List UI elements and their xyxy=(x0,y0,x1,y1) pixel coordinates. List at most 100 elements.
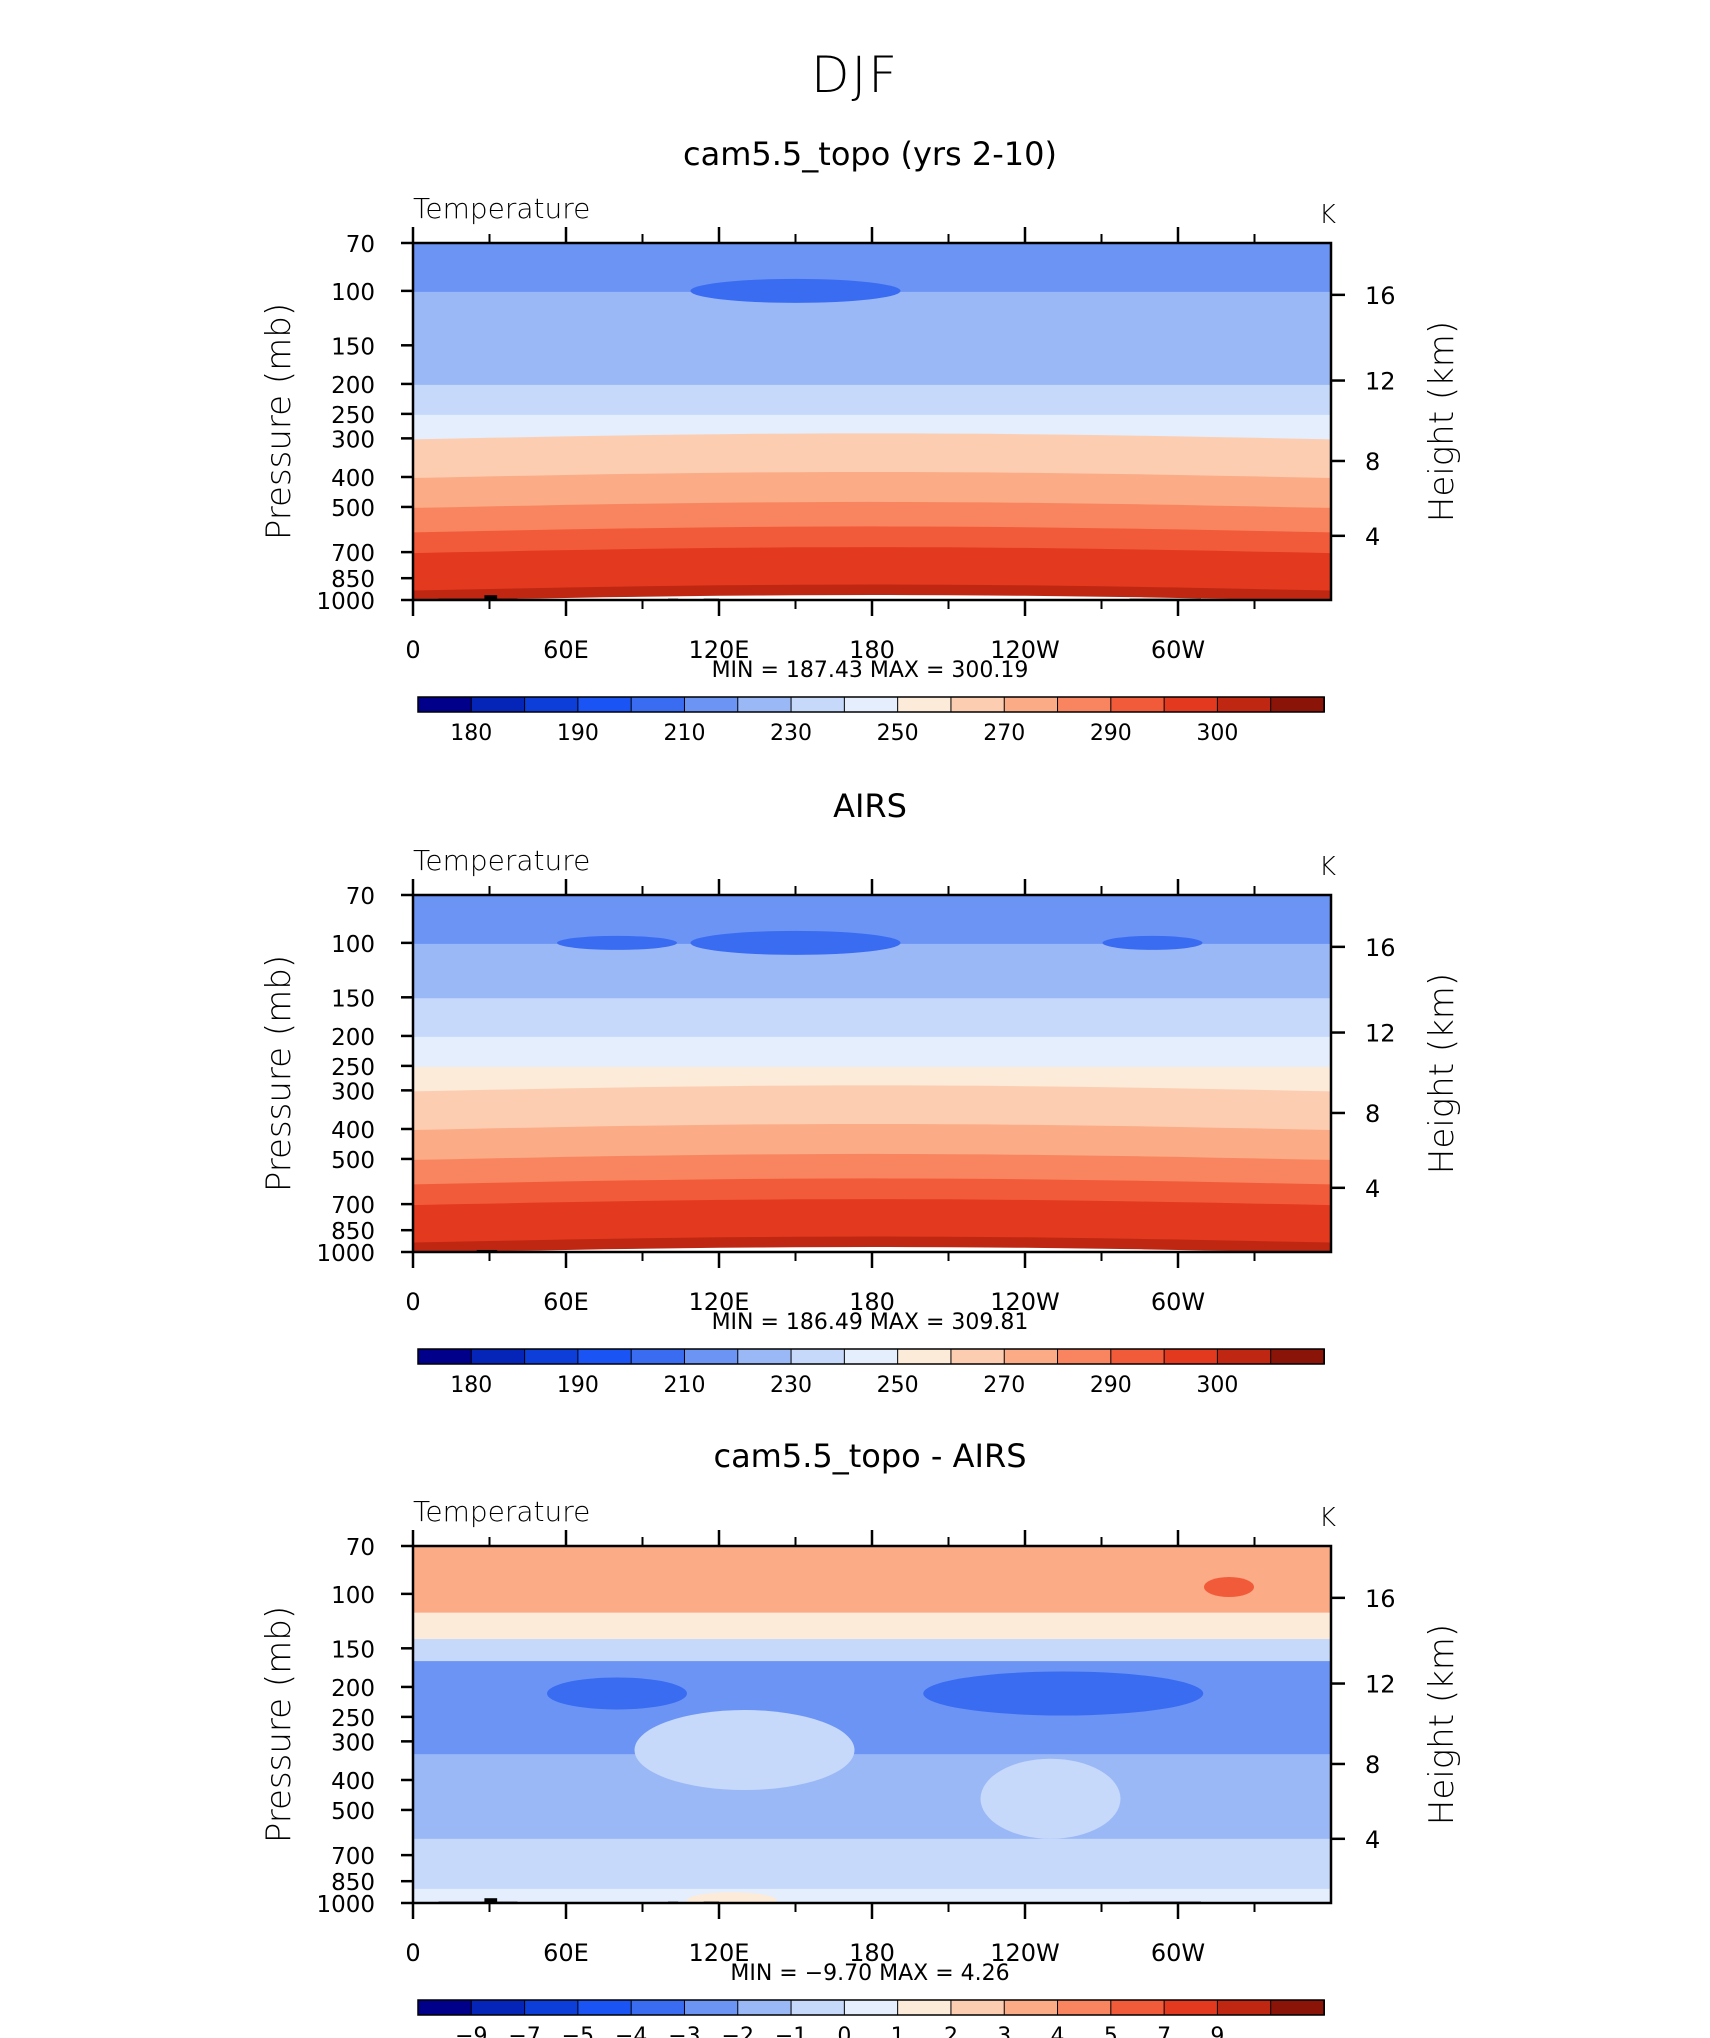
x-tick-label: 60E xyxy=(543,1288,589,1316)
contour-band xyxy=(413,1084,1331,1130)
y-tick-label: 1000 xyxy=(316,1241,375,1267)
colorbar-label: 2 xyxy=(944,2024,958,2038)
colorbar-label: 190 xyxy=(557,1373,599,1398)
colorbar-swatch xyxy=(470,1999,526,2016)
colorbar-label: −3 xyxy=(668,2024,700,2038)
contour-band xyxy=(413,383,1331,415)
colorbar-swatch xyxy=(1163,1348,1219,1365)
colorbar-swatch xyxy=(1110,1348,1166,1365)
contour-band xyxy=(413,432,1331,478)
contour-band xyxy=(413,471,1331,508)
x-tick-label: 60W xyxy=(1151,1939,1205,1967)
x-tick-label: 60E xyxy=(543,1939,589,1967)
colorbar-swatch xyxy=(950,1348,1006,1365)
panel-subtitle: Temperature xyxy=(413,1495,590,1528)
contour-band xyxy=(413,583,1331,600)
y-right-tick-label: 4 xyxy=(1365,1175,1380,1203)
colorbar-frame xyxy=(417,696,1325,713)
contour-band xyxy=(413,1123,1331,1160)
colorbar: −9 −7 −5 −4 −3 −2 −1 0 1 2 3 4 5 7 9 xyxy=(417,1999,1326,2038)
contour-band xyxy=(413,546,1331,580)
contour-feature xyxy=(634,1710,855,1791)
y-tick-label: 500 xyxy=(331,1799,375,1825)
x-tick-label: 120E xyxy=(689,1288,750,1316)
colorbar-label: 290 xyxy=(1090,721,1132,746)
y-right-tick-label: 4 xyxy=(1365,1826,1380,1854)
y-tick-label: 70 xyxy=(346,1535,375,1561)
y-tick-label: 400 xyxy=(331,466,375,492)
y-tick-label: 200 xyxy=(331,373,375,399)
y-tick-label: 300 xyxy=(331,427,375,453)
colorbar-label: 250 xyxy=(877,1373,919,1398)
y-tick-label: 850 xyxy=(331,567,375,593)
x-tick-label: 120W xyxy=(990,1288,1060,1316)
colorbar-label: 300 xyxy=(1196,721,1238,746)
colorbar-swatch xyxy=(897,1999,952,2016)
y-tick-label: 250 xyxy=(331,1706,375,1732)
y-tick-label: 70 xyxy=(346,232,375,258)
colorbar-label: −2 xyxy=(722,2024,754,2038)
panel-subtitle: Temperature xyxy=(413,192,590,225)
y-tick-label: 100 xyxy=(331,280,375,306)
contour-feature xyxy=(686,1892,777,1903)
colorbar-swatch xyxy=(1110,1999,1166,2016)
colorbar-swatch xyxy=(470,696,526,713)
colorbar-swatch xyxy=(1163,1999,1219,2016)
colorbar-swatch xyxy=(1003,696,1059,713)
y-tick-label: 1000 xyxy=(316,1892,375,1918)
contour-band xyxy=(413,1661,1331,1756)
contour-band xyxy=(413,407,1331,440)
y-right-tick-label: 12 xyxy=(1365,1671,1396,1699)
colorbar-swatch xyxy=(843,1999,899,2016)
colorbar-swatch xyxy=(630,1999,686,2016)
y-tick-label: 500 xyxy=(331,496,375,522)
contour-band xyxy=(413,1235,1331,1252)
colorbar-swatch xyxy=(577,1348,633,1365)
contour-band xyxy=(413,1639,1331,1663)
colorbar-swatch xyxy=(577,1999,633,2016)
colorbar-swatch xyxy=(630,1348,686,1365)
y-axis-label: Pressure (mb) xyxy=(259,955,299,1192)
panel-title: cam5.5_topo - AIRS xyxy=(713,1437,1026,1475)
contour-band xyxy=(413,1177,1331,1206)
panel-2: AIRS Temperature K 0 60E 120E 180 120W 60W 70 100 1… xyxy=(259,787,1462,1398)
colorbar-swatch xyxy=(1110,696,1166,713)
colorbar-swatch xyxy=(1270,696,1326,713)
colorbar-swatch xyxy=(950,696,1006,713)
colorbar-swatch xyxy=(737,1999,793,2016)
x-tick-label: 120E xyxy=(689,636,750,664)
contour-band xyxy=(413,942,1331,999)
panel-units: K xyxy=(1319,1503,1336,1533)
topography xyxy=(484,595,498,600)
colorbar-swatch xyxy=(1057,1348,1112,1365)
contour-band xyxy=(413,895,1331,944)
panel-units: K xyxy=(1319,852,1336,882)
y-tick-label: 300 xyxy=(331,1730,375,1756)
y-tick-label: 400 xyxy=(331,1769,375,1795)
min-max-stats: MIN = −9.70 MAX = 4.26 xyxy=(730,1961,1009,1986)
colorbar-label: −4 xyxy=(615,2024,647,2038)
colorbar-swatch xyxy=(843,1348,899,1365)
colorbar-swatch xyxy=(683,696,739,713)
contour-band xyxy=(413,525,1331,554)
y-right-tick-label: 12 xyxy=(1365,1020,1396,1048)
colorbar-swatch xyxy=(524,1348,579,1365)
colorbar-swatch xyxy=(630,696,686,713)
y-tick-label: 700 xyxy=(331,541,375,567)
y-right-tick-label: 16 xyxy=(1365,934,1396,962)
min-max-stats: MIN = 186.49 MAX = 309.81 xyxy=(712,1310,1029,1335)
contour-band xyxy=(413,243,1331,292)
colorbar-label: 0 xyxy=(837,2024,851,2038)
colorbar-swatch xyxy=(1270,1999,1326,2016)
contour-cold-core xyxy=(1102,935,1203,950)
panel-subtitle: Temperature xyxy=(413,844,590,877)
y-right-tick-label: 16 xyxy=(1365,282,1396,310)
colorbar-label: 230 xyxy=(770,721,812,746)
colorbar-label: 190 xyxy=(557,721,599,746)
colorbar-swatch xyxy=(1003,1348,1059,1365)
topography xyxy=(484,1898,498,1903)
y-tick-label: 200 xyxy=(331,1025,375,1051)
colorbar-swatch xyxy=(1057,696,1112,713)
colorbar: 180 190 210 230 250 270 290 300 xyxy=(417,696,1326,746)
